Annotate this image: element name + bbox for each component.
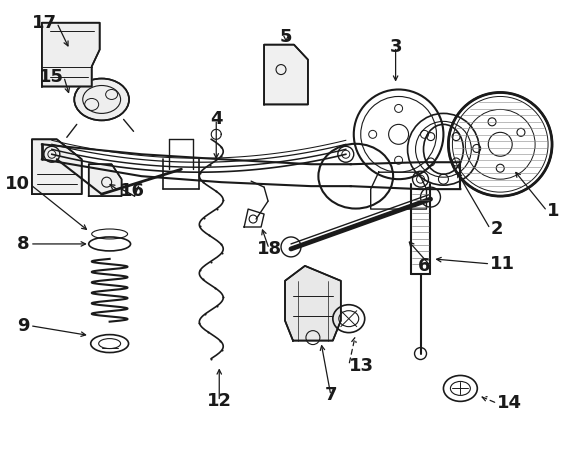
Text: 15: 15 <box>39 68 64 85</box>
Ellipse shape <box>74 79 129 120</box>
Polygon shape <box>285 266 341 340</box>
Text: 2: 2 <box>490 220 503 238</box>
Text: 11: 11 <box>490 255 515 273</box>
Polygon shape <box>42 23 100 87</box>
Text: 8: 8 <box>18 235 30 253</box>
Text: 18: 18 <box>256 240 282 258</box>
Text: 6: 6 <box>418 257 431 275</box>
Text: 4: 4 <box>210 110 222 128</box>
Text: 3: 3 <box>389 38 402 56</box>
Polygon shape <box>32 139 82 194</box>
Text: 16: 16 <box>119 182 144 200</box>
Text: 7: 7 <box>324 386 337 405</box>
Text: 9: 9 <box>18 316 30 335</box>
Text: 14: 14 <box>498 395 522 412</box>
Text: 5: 5 <box>280 28 292 46</box>
Text: 12: 12 <box>207 392 231 410</box>
Text: 13: 13 <box>349 356 374 375</box>
Polygon shape <box>89 164 122 196</box>
Text: 1: 1 <box>547 202 560 220</box>
Polygon shape <box>264 44 308 104</box>
Text: 10: 10 <box>5 175 30 193</box>
Text: 17: 17 <box>32 14 57 32</box>
